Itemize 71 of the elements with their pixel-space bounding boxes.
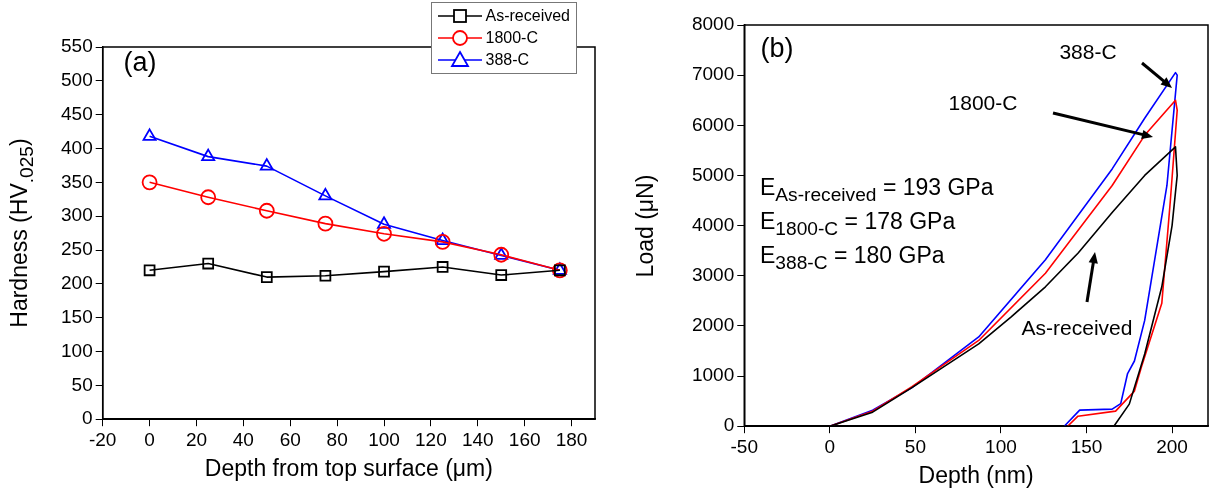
annotation: (a) [123,46,157,78]
x-tick-label: 200 [1156,435,1188,457]
y-tick-label: 300 [61,204,93,226]
y-tick-label: 350 [61,170,93,192]
x-tick-label: 0 [824,435,836,457]
point [436,261,449,273]
y-tick-label: 7000 [691,63,735,85]
y-tick-label: 100 [61,339,93,361]
y-tick-label: 450 [61,102,93,124]
x-tick-label: -20 [88,428,117,450]
annotation: E$_{As-received}$ = 193 GPa [760,174,994,206]
x-tick-label: 180 [555,428,588,450]
x-tick-label: 160 [508,428,541,450]
point [142,128,157,141]
point [202,257,215,270]
y-tick-label: 550 [61,35,93,57]
annotation: 1800-C [948,91,1018,115]
y-tick-label: 5000 [691,163,735,185]
y-axis-title: Load (μN) [631,174,659,277]
point [200,189,217,206]
point [259,158,274,171]
y-tick-label: 150 [61,305,93,327]
x-tick-label: 120 [415,428,447,450]
point [435,232,450,245]
annotation: 388-C [1059,40,1117,64]
y-tick-label: 0 [723,414,735,436]
point [495,269,508,281]
x-tick-label: 140 [461,428,494,450]
y-tick-label: 8000 [691,13,735,35]
annotation: As-received [1021,316,1133,340]
point [317,215,334,232]
y-tick-label: 50 [71,373,93,395]
y-tick-label: 2000 [691,314,735,336]
annotation: E$_{388-C}$ = 180 GPa [760,242,945,274]
x-tick-label: 50 [904,435,926,457]
x-tick-label: 20 [185,428,208,450]
point [376,225,392,242]
x-tick-label: 40 [232,428,254,450]
point [377,216,391,229]
point [319,269,332,282]
annotation: (b) [760,32,794,64]
x-tick-label: -50 [730,435,758,457]
point [378,265,390,278]
legend-label: 388-C [485,51,530,69]
x-axis-title: Depth from top surface (μm) [203,455,494,483]
point [434,234,451,250]
x-tick-label: 80 [326,428,348,450]
y-tick-label: 0 [82,407,93,429]
y-tick-label: 250 [61,238,93,260]
x-tick-label: 150 [1070,435,1103,457]
y-tick-label: 3000 [691,263,735,285]
legend-label: 1800-C [485,29,538,47]
point [141,174,158,191]
legend-label: As-received [485,7,570,25]
x-tick-label: 0 [144,428,155,450]
point [260,271,273,283]
y-tick-label: 500 [61,69,93,91]
x-tick-label: 100 [985,435,1017,457]
y-tick-label: 400 [61,136,93,158]
y-tick-label: 6000 [691,113,735,135]
point [258,202,275,219]
x-axis-title: Depth (nm) [917,462,1035,490]
y-tick-label: 4000 [691,213,735,235]
point [318,187,333,201]
point [143,264,156,277]
annotation: E$_{1800-C}$ = 178 GPa [760,208,956,240]
x-tick-label: 60 [279,428,301,450]
x-tick-label: 100 [368,428,400,450]
y-tick-label: 1000 [691,364,735,386]
point [201,148,216,162]
y-tick-label: 200 [61,272,93,294]
